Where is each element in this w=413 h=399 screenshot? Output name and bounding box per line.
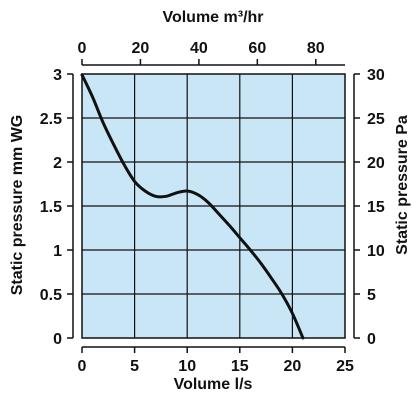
right-tick-label: 15: [367, 199, 385, 216]
top-tick-label: 20: [132, 40, 150, 57]
right-tick-label: 20: [367, 155, 385, 172]
top-axis-title: Volume m³/hr: [162, 9, 263, 26]
y-tick-label: 0: [53, 331, 62, 348]
top-tick-label: 40: [190, 40, 208, 57]
y-tick-label: 1.5: [40, 199, 62, 216]
right-tick-label: 10: [367, 243, 385, 260]
x-tick-label: 5: [130, 358, 139, 375]
right-axis: 0 5 10 15 20 25 30: [353, 67, 385, 348]
left-axis-title: Static pressure mm WG: [9, 115, 26, 296]
bottom-axis-title: Volume l/s: [174, 376, 253, 393]
bottom-axis: 0 5 10 15 20 25: [78, 346, 354, 375]
right-tick-label: 25: [367, 111, 385, 128]
x-tick-label: 0: [78, 358, 87, 375]
x-tick-label: 25: [336, 358, 354, 375]
plot-frame: [81, 73, 346, 339]
y-tick-label: 1: [53, 243, 62, 260]
x-tick-label: 15: [231, 358, 249, 375]
top-tick-label: 60: [248, 40, 266, 57]
y-tick-label: 2: [53, 155, 62, 172]
right-tick-label: 0: [367, 331, 376, 348]
x-tick-label: 10: [178, 358, 196, 375]
left-axis: 0 0.5 1 1.5 2 2.5 3: [40, 67, 74, 348]
y-tick-label: 0.5: [40, 287, 62, 304]
performance-curve: [80, 73, 305, 340]
y-tick-label: 3: [53, 67, 62, 84]
top-tick-label: 80: [307, 40, 325, 57]
right-tick-label: 5: [367, 287, 376, 304]
top-tick-label: 0: [78, 40, 87, 57]
right-axis-title: Static pressure Pa: [394, 115, 411, 255]
y-tick-label: 2.5: [40, 111, 62, 128]
x-tick-label: 20: [284, 358, 302, 375]
grid: [82, 74, 345, 338]
right-tick-label: 30: [367, 67, 385, 84]
top-axis: 0 20 40 60 80: [78, 40, 345, 66]
